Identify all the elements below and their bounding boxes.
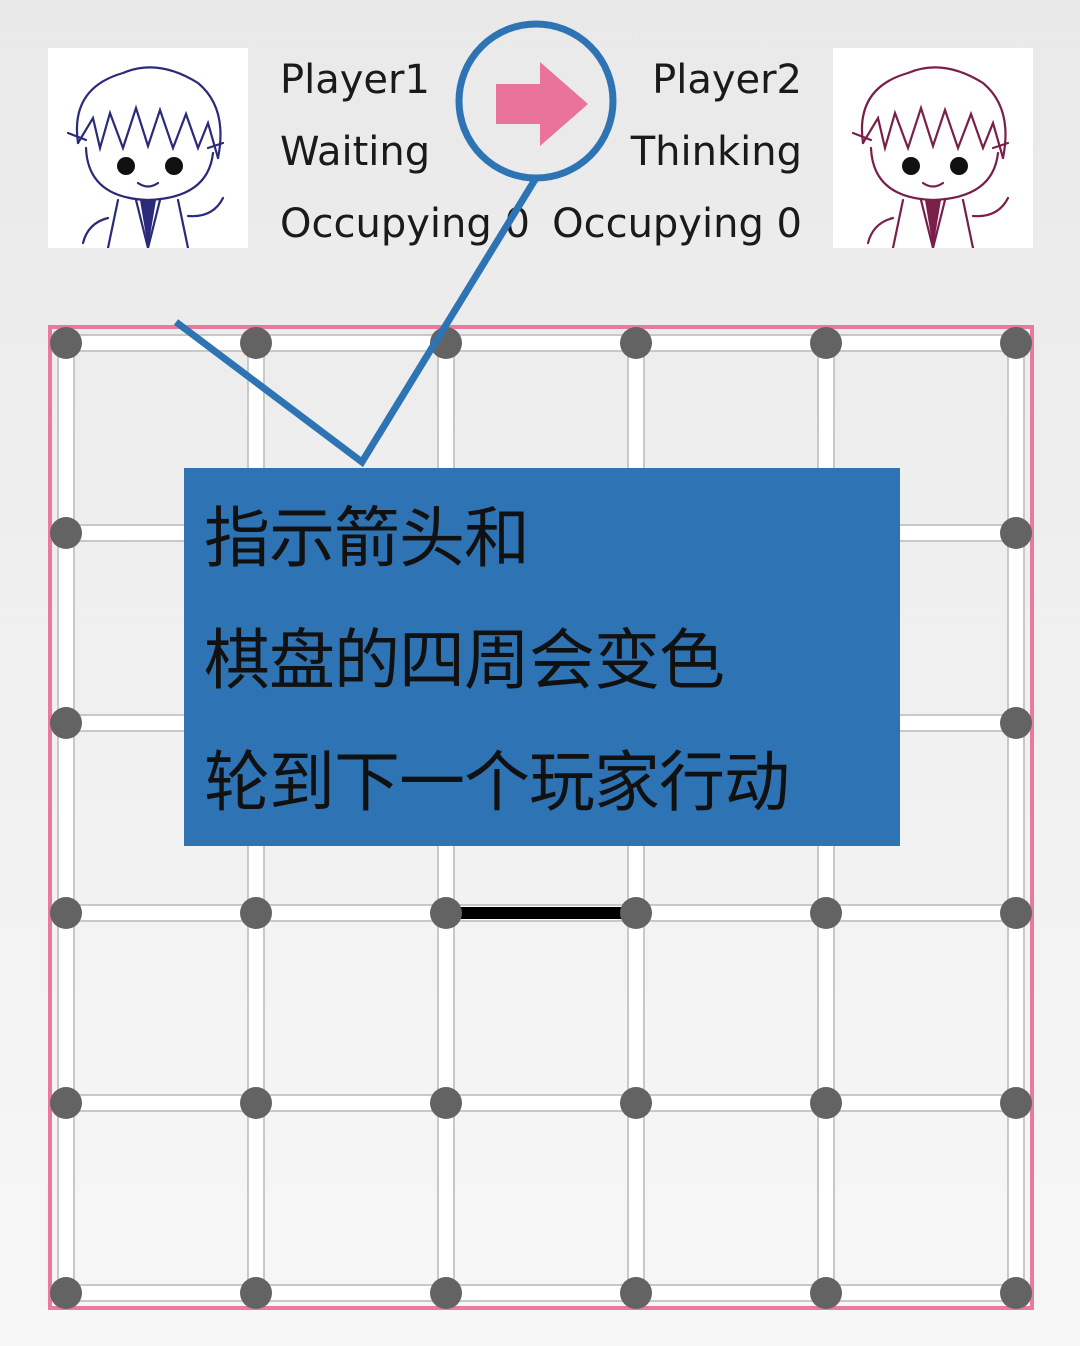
player1-status: Waiting [280,129,431,175]
player2-occupying: Occupying 0 [552,201,802,247]
annotation-line-3: 轮到下一个玩家行动 [204,744,790,821]
board-dot [430,1087,462,1119]
board-dot [240,1277,272,1309]
board-dot [1000,1087,1032,1119]
board-dot [1000,327,1032,359]
board-dot [50,517,82,549]
board-dot [430,897,462,929]
board-dot [1000,1277,1032,1309]
board-dot [430,327,462,359]
board-dot [240,1087,272,1119]
board-dot [1000,707,1032,739]
annotation-line-2: 棋盘的四周会变色 [204,622,725,699]
player2-avatar-image [851,66,1010,248]
board-dot [50,1277,82,1309]
board-dot [50,327,82,359]
board-dot [620,327,652,359]
board-dot [1000,517,1032,549]
board-border [48,325,1034,1310]
player1-avatar [48,48,248,248]
annotation-callout: 指示箭头和 棋盘的四周会变色 轮到下一个玩家行动 [184,468,900,846]
player1-name: Player1 [280,57,430,103]
player2-info: Player2 Thinking Occupying 0 [552,52,802,268]
board-dot [810,327,842,359]
board-dot [50,707,82,739]
board-dot [50,1087,82,1119]
board-dot [240,327,272,359]
board-dot [620,897,652,929]
board-dot [240,897,272,929]
board-dot [50,897,82,929]
board-dot [620,1277,652,1309]
board-dot [1000,897,1032,929]
board-dot [810,897,842,929]
board-dot [620,1087,652,1119]
player2-name: Player2 [652,57,802,103]
player2-avatar [833,48,1033,248]
player2-status: Thinking [630,129,802,175]
board-dot [810,1087,842,1119]
board-dot [430,1277,462,1309]
board-dot [810,1277,842,1309]
annotation-line-1: 指示箭头和 [204,500,530,577]
